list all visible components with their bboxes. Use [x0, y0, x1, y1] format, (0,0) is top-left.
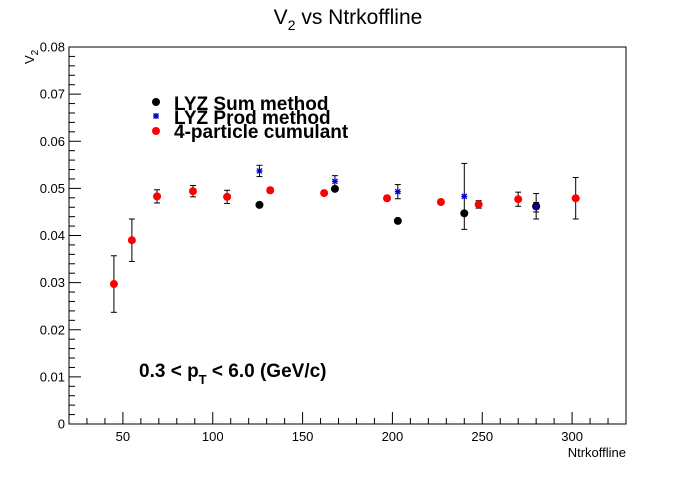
data-point — [474, 200, 483, 209]
x-tick-label: 150 — [292, 429, 314, 444]
star-stroke — [533, 204, 540, 211]
chart-title-sub: 2 — [288, 17, 296, 33]
y-tick-label: 0.07 — [40, 87, 65, 102]
legend: LYZ Sum method LYZ Prod method 4-particl… — [152, 94, 349, 143]
data-point — [188, 185, 197, 198]
y-tick-label: 0.08 — [40, 40, 65, 55]
star-marker — [394, 188, 401, 195]
circle-marker — [514, 195, 523, 204]
star-stroke — [256, 167, 263, 174]
circle-marker — [474, 200, 483, 209]
y-tick-label: 0.06 — [40, 134, 65, 149]
y-tick-label: 0.02 — [40, 322, 65, 337]
star-marker — [331, 178, 338, 185]
data-point — [533, 202, 540, 213]
y-axis-label: V2 — [22, 49, 41, 64]
star-marker — [461, 193, 468, 200]
x-tick-label: 300 — [561, 429, 583, 444]
data-point — [223, 189, 232, 204]
circle-marker — [255, 200, 264, 209]
y-tick-label: 0.04 — [40, 228, 65, 243]
circle-marker — [383, 194, 392, 203]
circle-marker — [127, 236, 136, 245]
x-tick-label: 50 — [116, 429, 130, 444]
pt-range-annotation: 0.3 < pT < 6.0 (GeV/c) — [139, 361, 327, 387]
data-points — [109, 162, 580, 313]
circle-marker — [393, 216, 402, 225]
legend-label-lyz-prod: LYZ Prod method — [174, 108, 331, 129]
legend-marker-lyz-sum — [152, 98, 160, 106]
circle-marker — [109, 280, 118, 289]
data-point — [331, 175, 338, 188]
data-point — [461, 162, 468, 230]
y-axis-label-sub: 2 — [30, 49, 41, 55]
data-point — [320, 189, 329, 198]
y-tick-label: 0 — [58, 417, 65, 432]
circle-marker — [188, 187, 197, 196]
y-tick-label: 0.01 — [40, 369, 65, 384]
chart-title: V2 vs Ntrkoffline — [274, 6, 423, 33]
data-point — [383, 194, 392, 203]
data-point — [255, 200, 264, 209]
legend-marker-lyz-prod — [153, 113, 159, 119]
data-point — [266, 186, 275, 195]
circle-marker — [571, 194, 580, 203]
annotation-suffix: < 6.0 (GeV/c) — [207, 361, 327, 382]
x-tick-label: 200 — [382, 429, 404, 444]
data-point — [394, 184, 401, 200]
y-axis-label-main: V — [22, 55, 37, 64]
annotation-prefix: 0.3 < p — [139, 361, 199, 382]
data-point — [436, 198, 445, 207]
chart-title-rest: vs Ntrkoffline — [295, 6, 422, 29]
y-tick-label: 0.05 — [40, 181, 65, 196]
data-point — [514, 191, 523, 207]
legend-item-lyz-sum: LYZ Sum method — [152, 94, 328, 115]
circle-marker — [223, 192, 232, 201]
data-point — [571, 177, 580, 220]
star-stroke — [461, 193, 468, 200]
star-marker — [533, 204, 540, 211]
legend-marker-4pc — [152, 127, 160, 135]
x-axis-label: Ntrkoffline — [568, 445, 626, 460]
star-marker — [256, 167, 263, 174]
data-point — [256, 164, 263, 178]
x-axis-ticks: 50 100 150 200 250 300 — [86, 412, 609, 444]
annotation-sub: T — [199, 372, 207, 387]
circle-marker — [153, 192, 162, 201]
x-tick-label: 250 — [471, 429, 493, 444]
y-axis-ticks: 0 0.01 0.02 0.03 0.04 0.05 0.06 0.07 0.08 — [40, 40, 81, 432]
legend-label-lyz-sum: LYZ Sum method — [174, 94, 328, 115]
legend-item-lyz-prod: LYZ Prod method — [153, 108, 331, 129]
data-point — [127, 218, 136, 262]
chart-title-main: V — [274, 6, 288, 29]
circle-marker — [320, 189, 329, 198]
circle-marker — [266, 186, 275, 195]
data-point — [109, 255, 118, 313]
legend-item-4pc: 4-particle cumulant — [152, 122, 349, 143]
circle-marker — [436, 198, 445, 207]
y-tick-label: 0.03 — [40, 275, 65, 290]
data-point — [153, 189, 162, 204]
legend-label-4pc: 4-particle cumulant — [174, 122, 349, 143]
star-stroke — [394, 188, 401, 195]
data-point — [393, 216, 402, 225]
x-tick-label: 100 — [202, 429, 224, 444]
star-stroke — [331, 178, 338, 185]
